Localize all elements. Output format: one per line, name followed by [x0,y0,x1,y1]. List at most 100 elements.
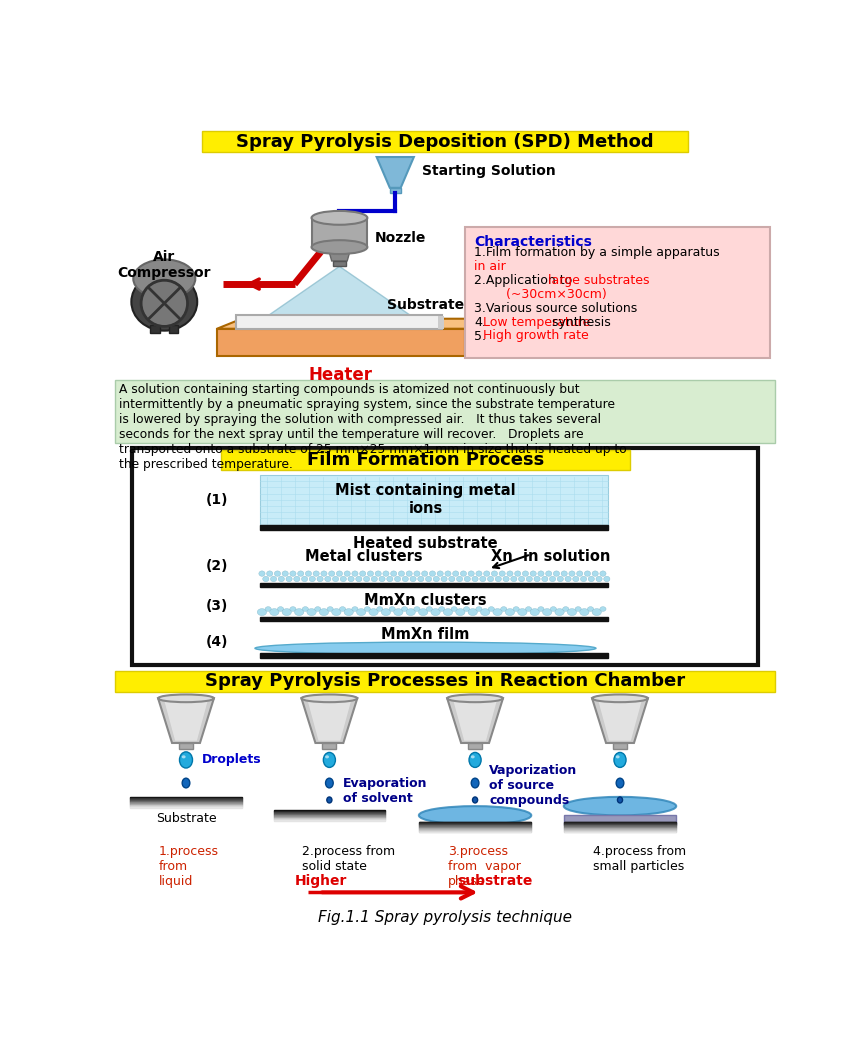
Polygon shape [164,700,207,741]
Ellipse shape [398,570,404,577]
Ellipse shape [375,570,381,577]
Polygon shape [447,698,503,743]
Text: (1): (1) [206,492,228,507]
Ellipse shape [293,577,300,582]
Ellipse shape [437,570,444,577]
Ellipse shape [526,577,532,582]
Ellipse shape [538,570,544,577]
Polygon shape [453,700,496,741]
Ellipse shape [381,609,391,615]
Bar [613,743,627,749]
Ellipse shape [425,577,431,582]
Bar [468,743,482,749]
Text: 4.: 4. [474,316,486,328]
Text: Heater: Heater [309,367,373,384]
Ellipse shape [592,570,598,577]
Ellipse shape [426,607,432,611]
Ellipse shape [464,607,470,611]
Ellipse shape [460,570,467,577]
Bar [260,525,608,530]
Ellipse shape [557,577,563,582]
Bar [465,228,770,358]
Text: 2.process from
solid state: 2.process from solid state [302,845,396,873]
Ellipse shape [337,570,343,577]
Ellipse shape [290,570,296,577]
Ellipse shape [481,609,490,615]
Ellipse shape [323,752,335,768]
Text: Nozzle: Nozzle [374,231,425,245]
Ellipse shape [488,577,494,582]
Ellipse shape [364,577,370,582]
Ellipse shape [483,570,490,577]
Ellipse shape [614,752,626,768]
Ellipse shape [493,609,503,615]
Ellipse shape [596,577,602,582]
Ellipse shape [394,577,401,582]
Ellipse shape [301,694,358,702]
Ellipse shape [469,752,481,768]
Text: Starting Solution: Starting Solution [423,164,556,178]
Text: Spray Pyrolysis Processes in Reaction Chamber: Spray Pyrolysis Processes in Reaction Ch… [205,672,685,690]
Ellipse shape [279,577,285,582]
Text: 2.Application to: 2.Application to [474,274,576,287]
Ellipse shape [569,570,575,577]
Ellipse shape [592,609,602,615]
Ellipse shape [476,607,482,611]
Ellipse shape [414,607,420,611]
Polygon shape [217,319,490,328]
Ellipse shape [555,609,564,615]
Ellipse shape [329,570,335,577]
Ellipse shape [317,577,323,582]
Ellipse shape [534,577,540,582]
Ellipse shape [449,577,455,582]
Bar [260,652,608,658]
Ellipse shape [306,570,312,577]
Ellipse shape [503,577,510,582]
Text: Fig.1.1 Spray pyrolysis technique: Fig.1.1 Spray pyrolysis technique [318,910,572,925]
Ellipse shape [562,607,569,611]
Text: 3.process
from  vapor
phase: 3.process from vapor phase [448,845,521,887]
Bar [333,261,345,266]
Ellipse shape [561,570,568,577]
Text: (~30cm×30cm): (~30cm×30cm) [474,288,607,301]
Ellipse shape [470,755,475,758]
Ellipse shape [604,577,610,582]
Ellipse shape [265,607,271,611]
Polygon shape [307,700,351,741]
Text: Substrate: Substrate [387,298,464,312]
Bar [150,325,160,332]
Ellipse shape [499,570,505,577]
Ellipse shape [530,609,539,615]
Ellipse shape [414,570,420,577]
Text: (2): (2) [206,559,228,572]
Text: substrate: substrate [457,874,533,887]
Ellipse shape [525,607,532,611]
Ellipse shape [406,570,412,577]
Ellipse shape [554,570,560,577]
Ellipse shape [319,609,329,615]
Text: 1.process
from
liquid: 1.process from liquid [159,845,219,887]
Ellipse shape [517,609,527,615]
Ellipse shape [476,570,482,577]
Text: 4.process from
small particles: 4.process from small particles [593,845,686,873]
Bar [260,617,608,621]
Text: MmXn film: MmXn film [381,628,470,642]
Ellipse shape [301,577,307,582]
Ellipse shape [271,577,277,582]
Ellipse shape [549,577,556,582]
Bar [437,316,444,328]
Ellipse shape [542,609,552,615]
Bar [201,131,688,152]
Bar [132,448,758,665]
Bar [260,583,608,587]
Ellipse shape [617,797,622,803]
Ellipse shape [352,607,358,611]
Ellipse shape [444,609,452,615]
Text: 5.: 5. [474,329,486,343]
Ellipse shape [377,607,383,611]
Ellipse shape [134,260,195,298]
Ellipse shape [327,607,333,611]
Ellipse shape [357,609,365,615]
Text: (4): (4) [206,635,228,649]
Ellipse shape [447,694,503,702]
